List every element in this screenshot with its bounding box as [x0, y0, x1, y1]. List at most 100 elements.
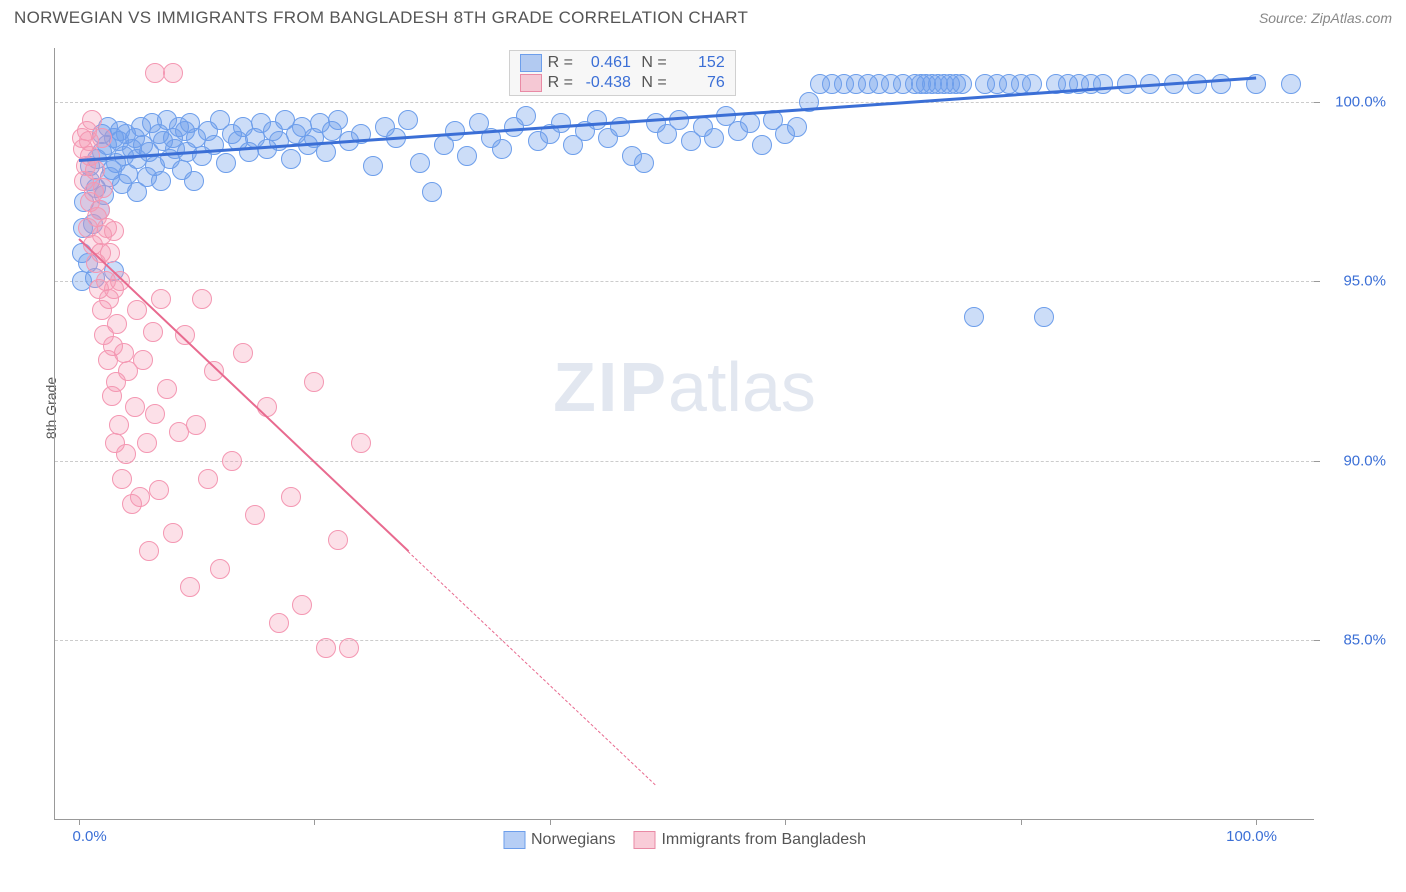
y-tick-label: 100.0% — [1335, 93, 1386, 110]
data-point — [107, 314, 127, 334]
scatter-plot: 85.0%90.0%95.0%100.0%0.0%100.0% — [55, 48, 1314, 819]
stat-n-label: N = — [637, 74, 667, 92]
stat-r-label: R = — [548, 54, 573, 72]
chart-header: NORWEGIAN VS IMMIGRANTS FROM BANGLADESH … — [0, 0, 1406, 32]
data-point — [398, 110, 418, 130]
data-point — [363, 156, 383, 176]
data-point — [93, 178, 113, 198]
data-point — [116, 444, 136, 464]
data-point — [151, 289, 171, 309]
data-point — [180, 577, 200, 597]
stat-r-label: R = — [548, 74, 573, 92]
data-point — [133, 350, 153, 370]
data-point — [163, 523, 183, 543]
data-point — [157, 379, 177, 399]
data-point — [952, 74, 972, 94]
data-point — [145, 404, 165, 424]
data-point — [787, 117, 807, 137]
data-point — [210, 559, 230, 579]
data-point — [492, 139, 512, 159]
gridline-h — [55, 461, 1314, 462]
data-point — [233, 343, 253, 363]
legend: Norwegians Immigrants from Bangladesh — [503, 831, 866, 849]
data-point — [1034, 307, 1054, 327]
stats-row: R = 0.461 N = 152 — [510, 53, 735, 73]
data-point — [328, 530, 348, 550]
data-point — [245, 505, 265, 525]
data-point — [175, 325, 195, 345]
data-point — [351, 433, 371, 453]
data-point — [112, 469, 132, 489]
legend-swatch — [503, 831, 525, 849]
stat-r-value: 0.461 — [579, 54, 631, 72]
data-point — [1117, 74, 1137, 94]
data-point — [114, 343, 134, 363]
data-point — [149, 480, 169, 500]
data-point — [1093, 74, 1113, 94]
gridline-h — [55, 281, 1314, 282]
data-point — [1211, 74, 1231, 94]
data-point — [587, 110, 607, 130]
data-point — [109, 415, 129, 435]
x-tick-label: 100.0% — [1226, 828, 1277, 845]
stat-n-value: 76 — [673, 74, 725, 92]
stat-r-value: -0.438 — [579, 74, 631, 92]
data-point — [222, 451, 242, 471]
data-point — [516, 106, 536, 126]
trend-line — [408, 551, 656, 785]
data-point — [269, 613, 289, 633]
correlation-stats-box: R = 0.461 N = 152 R = -0.438 N = 76 — [509, 50, 736, 96]
legend-item: Immigrants from Bangladesh — [633, 831, 866, 849]
legend-swatch — [633, 831, 655, 849]
data-point — [184, 171, 204, 191]
data-point — [143, 322, 163, 342]
gridline-h — [55, 640, 1314, 641]
data-point — [422, 182, 442, 202]
data-point — [634, 153, 654, 173]
data-point — [1281, 74, 1301, 94]
stats-row: R = -0.438 N = 76 — [510, 73, 735, 93]
data-point — [137, 433, 157, 453]
stat-n-label: N = — [637, 54, 667, 72]
x-tick-label: 0.0% — [73, 828, 107, 845]
data-point — [740, 113, 760, 133]
data-point — [328, 110, 348, 130]
data-point — [339, 638, 359, 658]
legend-label: Norwegians — [531, 831, 615, 849]
chart-plot-area: 85.0%90.0%95.0%100.0%0.0%100.0% ZIPatlas… — [54, 48, 1314, 820]
data-point — [257, 397, 277, 417]
data-point — [163, 63, 183, 83]
data-point — [82, 110, 102, 130]
data-point — [110, 271, 130, 291]
legend-swatch — [520, 54, 542, 72]
data-point — [457, 146, 477, 166]
stat-n-value: 152 — [673, 54, 725, 72]
data-point — [151, 171, 171, 191]
data-point — [216, 153, 236, 173]
data-point — [92, 128, 112, 148]
data-point — [186, 415, 206, 435]
data-point — [192, 289, 212, 309]
data-point — [281, 487, 301, 507]
y-tick-label: 95.0% — [1343, 273, 1386, 290]
chart-title: NORWEGIAN VS IMMIGRANTS FROM BANGLADESH … — [14, 8, 748, 28]
legend-label: Immigrants from Bangladesh — [661, 831, 866, 849]
data-point — [198, 469, 218, 489]
data-point — [410, 153, 430, 173]
legend-swatch — [520, 74, 542, 92]
y-tick-label: 85.0% — [1343, 632, 1386, 649]
data-point — [292, 595, 312, 615]
data-point — [104, 221, 124, 241]
data-point — [752, 135, 772, 155]
data-point — [281, 149, 301, 169]
gridline-h — [55, 102, 1314, 103]
data-point — [304, 372, 324, 392]
data-point — [445, 121, 465, 141]
data-point — [964, 307, 984, 327]
chart-source: Source: ZipAtlas.com — [1259, 10, 1392, 26]
data-point — [139, 541, 159, 561]
data-point — [130, 487, 150, 507]
data-point — [316, 638, 336, 658]
y-tick-label: 90.0% — [1343, 452, 1386, 469]
data-point — [100, 243, 120, 263]
